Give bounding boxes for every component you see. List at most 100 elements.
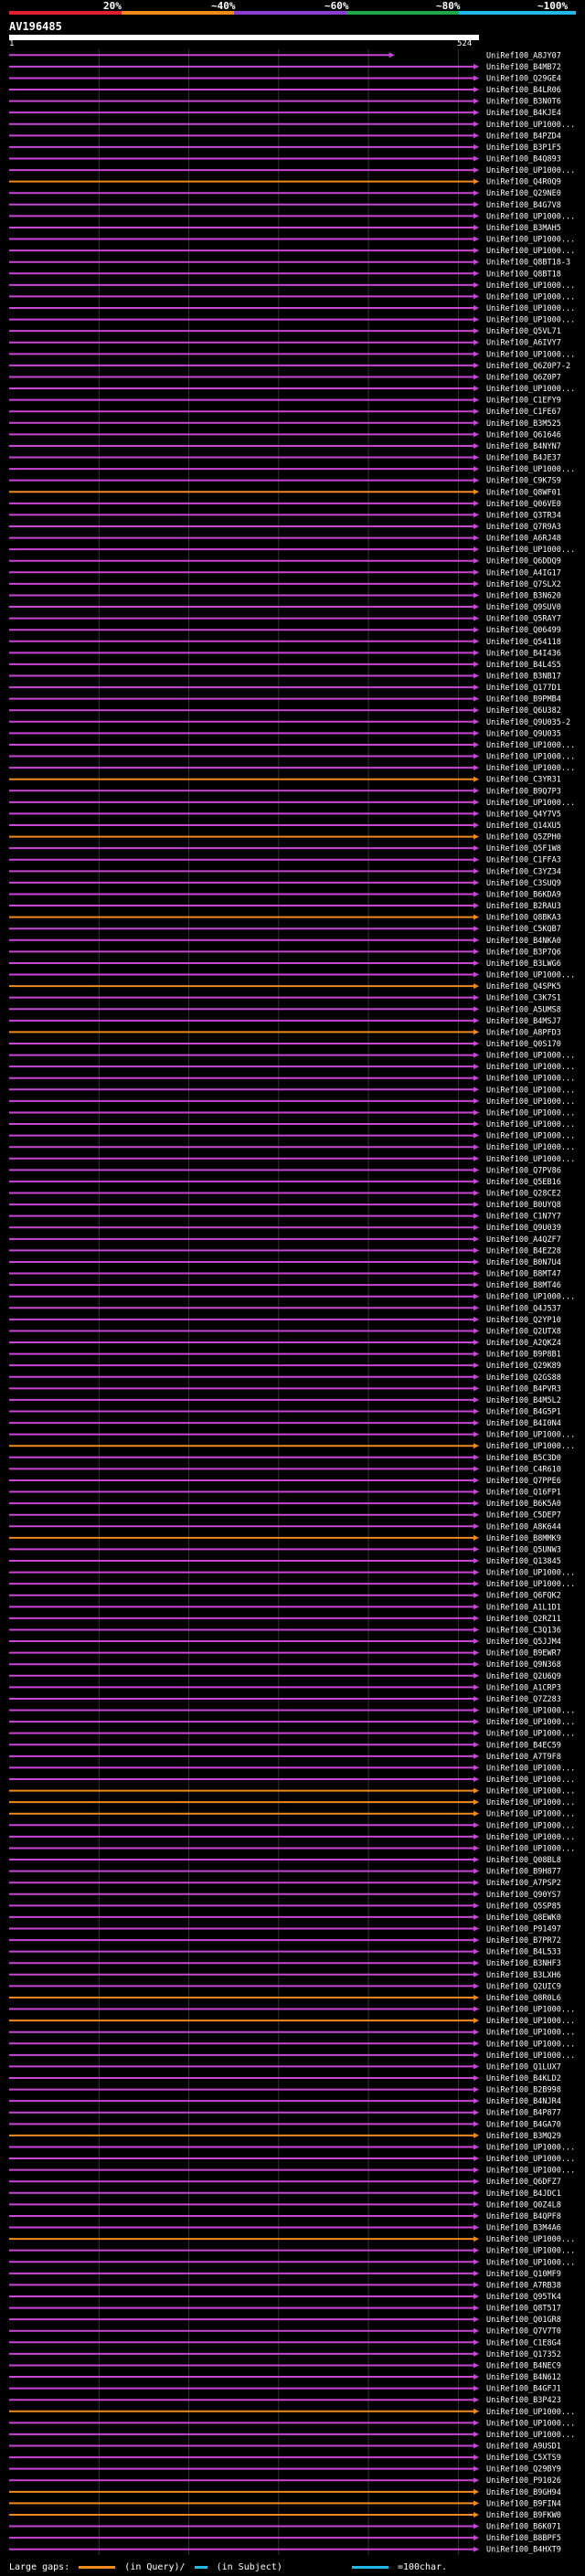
hit-label[interactable]: UniRef100_Q0Z4L8: [486, 2200, 561, 2210]
hit-row[interactable]: UniRef100_A7PSP2: [9, 1879, 561, 1888]
hit-row[interactable]: UniRef100_UP1000...: [9, 741, 575, 750]
hit-label[interactable]: UniRef100_B4GA70: [486, 2120, 561, 2129]
hit-row[interactable]: UniRef100_A7RB38: [9, 2281, 561, 2290]
hit-label[interactable]: UniRef100_A2QKZ4: [486, 1339, 561, 1348]
hit-label[interactable]: UniRef100_UP1000...: [486, 1718, 575, 1727]
hit-label[interactable]: UniRef100_B3M525: [486, 419, 561, 429]
hit-label[interactable]: UniRef100_UP1000...: [486, 1810, 575, 1819]
hit-label[interactable]: UniRef100_Q8EWK0: [486, 1913, 561, 1923]
hit-label[interactable]: UniRef100_B9GH94: [486, 2488, 561, 2497]
hit-row[interactable]: UniRef100_Q6FQK2: [9, 1592, 561, 1601]
hit-label[interactable]: UniRef100_B0N7U4: [486, 1258, 561, 1267]
hit-row[interactable]: UniRef100_B4Q893: [9, 154, 561, 164]
hit-label[interactable]: UniRef100_Q8R0L6: [486, 1994, 561, 2003]
hit-row[interactable]: UniRef100_UP1000...: [9, 1052, 575, 1061]
hit-label[interactable]: UniRef100_UP1000...: [486, 1143, 575, 1152]
hit-row[interactable]: UniRef100_UP1000...: [9, 753, 575, 762]
hit-label[interactable]: UniRef100_Q8BT18: [486, 270, 561, 279]
hit-row[interactable]: UniRef100_UP1000...: [9, 1155, 575, 1164]
hit-row[interactable]: UniRef100_UP1000...: [9, 2017, 575, 2026]
hit-row[interactable]: UniRef100_Q29BY9: [9, 2465, 561, 2475]
hit-label[interactable]: UniRef100_Q2UIC9: [486, 1982, 561, 1991]
hit-row[interactable]: UniRef100_Q9U035: [9, 729, 561, 738]
hit-label[interactable]: UniRef100_B4PZD4: [486, 132, 561, 141]
hit-row[interactable]: UniRef100_UP1000...: [9, 2040, 575, 2049]
hit-label[interactable]: UniRef100_UP1000...: [486, 2258, 575, 2267]
hit-label[interactable]: UniRef100_A9USD1: [486, 2443, 561, 2452]
hit-row[interactable]: UniRef100_C5DEP7: [9, 1511, 561, 1521]
hit-row[interactable]: UniRef100_B3NHF3: [9, 1959, 561, 1968]
hit-label[interactable]: UniRef100_C3SUQ9: [486, 879, 561, 888]
hit-row[interactable]: UniRef100_Q8R0L6: [9, 1994, 561, 2003]
hit-label[interactable]: UniRef100_P91026: [486, 2476, 561, 2486]
hit-row[interactable]: UniRef100_B9P8B1: [9, 1351, 561, 1360]
hit-label[interactable]: UniRef100_UP1000...: [486, 1086, 575, 1095]
hit-row[interactable]: UniRef100_B3LXH6: [9, 1971, 561, 1980]
hit-label[interactable]: UniRef100_B3P7Q6: [486, 948, 561, 957]
hit-label[interactable]: UniRef100_A6RJ48: [486, 535, 561, 544]
hit-label[interactable]: UniRef100_A8PFD3: [486, 1028, 561, 1037]
hit-row[interactable]: UniRef100_UP1000...: [9, 2408, 575, 2417]
hit-label[interactable]: UniRef100_A7RB38: [486, 2281, 561, 2290]
hit-row[interactable]: UniRef100_UP1000...: [9, 236, 575, 245]
hit-row[interactable]: UniRef100_B4MB72: [9, 63, 561, 72]
hit-row[interactable]: UniRef100_B3N620: [9, 591, 561, 600]
hit-label[interactable]: UniRef100_Q61646: [486, 430, 561, 440]
hit-label[interactable]: UniRef100_Q5JJM4: [486, 1638, 561, 1647]
hit-row[interactable]: UniRef100_C4R610: [9, 1465, 561, 1474]
hit-label[interactable]: UniRef100_Q06499: [486, 626, 561, 635]
hit-row[interactable]: UniRef100_UP1000...: [9, 166, 575, 175]
hit-label[interactable]: UniRef100_Q10MF9: [486, 2270, 561, 2279]
hit-label[interactable]: UniRef100_C1N7Y7: [486, 1213, 561, 1222]
hit-row[interactable]: UniRef100_C1EFY9: [9, 397, 561, 406]
hit-label[interactable]: UniRef100_Q01GR8: [486, 2316, 561, 2325]
hit-label[interactable]: UniRef100_B4EC59: [486, 1741, 561, 1750]
hit-row[interactable]: UniRef100_Q7PPE6: [9, 1477, 561, 1486]
hit-row[interactable]: UniRef100_C1FE67: [9, 408, 561, 417]
hit-row[interactable]: UniRef100_UP1000...: [9, 1776, 575, 1785]
hit-row[interactable]: UniRef100_C3K7S1: [9, 994, 561, 1003]
hit-label[interactable]: UniRef100_UP1000...: [486, 247, 575, 256]
hit-label[interactable]: UniRef100_A5UMS8: [486, 1005, 561, 1014]
hit-label[interactable]: UniRef100_B4L4S5: [486, 661, 561, 670]
hit-row[interactable]: UniRef100_UP1000...: [9, 971, 575, 981]
hit-row[interactable]: UniRef100_UP1000...: [9, 2419, 575, 2428]
hit-row[interactable]: UniRef100_Q95TK4: [9, 2293, 561, 2302]
hit-row[interactable]: UniRef100_B3P423: [9, 2396, 561, 2405]
hit-row[interactable]: UniRef100_Q2U6Q9: [9, 1672, 561, 1681]
hit-label[interactable]: UniRef100_B8MT46: [486, 1281, 561, 1290]
hit-row[interactable]: UniRef100_B9FKW0: [9, 2511, 561, 2520]
hit-row[interactable]: UniRef100_B4QPF8: [9, 2212, 561, 2221]
hit-label[interactable]: UniRef100_B4P877: [486, 2109, 561, 2118]
hit-label[interactable]: UniRef100_UP1000...: [486, 212, 575, 221]
hit-row[interactable]: UniRef100_B4L533: [9, 1948, 561, 1957]
hit-row[interactable]: UniRef100_UP1000...: [9, 316, 575, 325]
hit-row[interactable]: UniRef100_B3MAH5: [9, 224, 561, 233]
hit-row[interactable]: UniRef100_B8MT46: [9, 1281, 561, 1290]
hit-row[interactable]: UniRef100_Q9U035-2: [9, 718, 570, 727]
hit-row[interactable]: UniRef100_Q08BL8: [9, 1856, 561, 1865]
hit-label[interactable]: UniRef100_Q4J537: [486, 1304, 561, 1313]
hit-row[interactable]: UniRef100_Q28CE2: [9, 1190, 561, 1199]
hit-label[interactable]: UniRef100_Q6U382: [486, 706, 561, 716]
hit-label[interactable]: UniRef100_C9K7S9: [486, 477, 561, 486]
hit-label[interactable]: UniRef100_Q6DFZ7: [486, 2178, 561, 2187]
hit-row[interactable]: UniRef100_B3M525: [9, 419, 561, 429]
hit-row[interactable]: UniRef100_A4QZF7: [9, 1235, 561, 1245]
hit-label[interactable]: UniRef100_Q29NE0: [486, 189, 561, 198]
hit-row[interactable]: UniRef100_B9H877: [9, 1868, 561, 1877]
hit-label[interactable]: UniRef100_B9EWR7: [486, 1649, 561, 1659]
hit-label[interactable]: UniRef100_UP1000...: [486, 2419, 575, 2428]
hit-row[interactable]: UniRef100_B4NKA0: [9, 937, 561, 946]
hit-label[interactable]: UniRef100_Q7R9A3: [486, 523, 561, 532]
hit-row[interactable]: UniRef100_Q7R9A3: [9, 523, 561, 532]
hit-row[interactable]: UniRef100_Q54118: [9, 638, 561, 647]
hit-label[interactable]: UniRef100_Q4R0Q9: [486, 178, 561, 187]
hit-row[interactable]: UniRef100_UP1000...: [9, 247, 575, 256]
hit-label[interactable]: UniRef100_B4I0N4: [486, 1419, 561, 1428]
hit-label[interactable]: UniRef100_B9FIN4: [486, 2499, 561, 2508]
hit-row[interactable]: UniRef100_Q4SPK5: [9, 982, 561, 991]
hit-label[interactable]: UniRef100_Q9N368: [486, 1660, 561, 1670]
hit-row[interactable]: UniRef100_C5KQB7: [9, 925, 561, 934]
hit-row[interactable]: UniRef100_Q17352: [9, 2350, 561, 2359]
